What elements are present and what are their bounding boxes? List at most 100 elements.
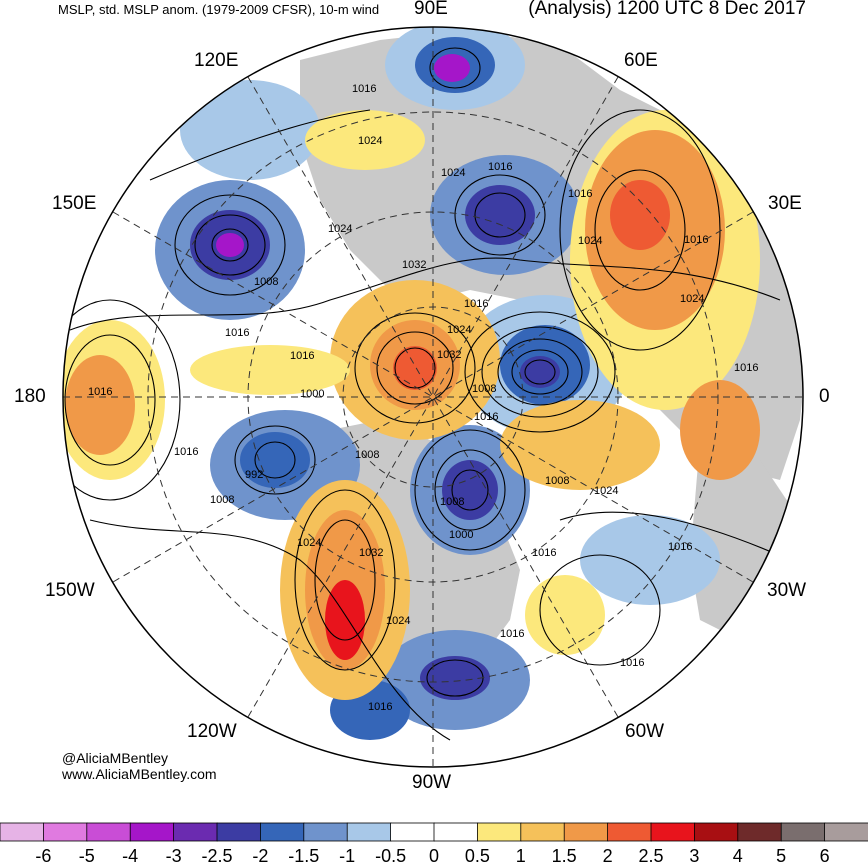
- map-title-right: (Analysis) 1200 UTC 8 Dec 2017: [528, 0, 806, 19]
- colorbar-swatch: [303, 822, 349, 842]
- colorbar-swatch: [607, 822, 652, 842]
- contour-label: 1024: [447, 324, 471, 336]
- map-boundary: [62, 26, 804, 768]
- contour-label: 1032: [437, 349, 461, 361]
- colorbar-tick-label: 1: [515, 846, 526, 866]
- contour-label: 1032: [402, 259, 426, 271]
- contour-label: 1016: [174, 446, 198, 458]
- lon-label-30w: 30W: [767, 580, 807, 601]
- contour-label: 1016: [620, 657, 644, 669]
- contour-label: 1024: [578, 235, 602, 247]
- colorbar-tick-label: -2: [252, 846, 269, 866]
- colorbar-swatch: [563, 822, 609, 842]
- polar-stereographic-map: 1016 1024 1016 1024 1016 1024 1016 1032 …: [62, 26, 804, 768]
- contour-label: 1008: [210, 494, 234, 506]
- colorbar-tick-label: 4: [732, 846, 743, 866]
- positive-anomaly-fills: [63, 110, 760, 700]
- colorbar-swatch: [216, 822, 262, 842]
- contour-label: 1016: [290, 350, 314, 362]
- colorbar-tick-label: 2: [602, 846, 613, 866]
- contour-label: 1016: [684, 234, 708, 246]
- lon-label-180: 180: [14, 386, 46, 407]
- contour-label: 1016: [734, 362, 758, 374]
- contour-label: 1016: [568, 188, 592, 200]
- contour-label: 1000: [449, 529, 473, 541]
- colorbar-tick-label: -2.5: [201, 846, 233, 866]
- map-title-left: MSLP, std. MSLP anom. (1979-2009 CFSR), …: [58, 2, 380, 17]
- contour-label: 1016: [500, 628, 524, 640]
- lon-label-60w: 60W: [625, 721, 665, 742]
- lon-label-90w: 90W: [412, 772, 452, 793]
- author-handle: @AliciaMBentley: [62, 750, 169, 766]
- lon-label-150e: 150E: [52, 193, 97, 214]
- contour-label: 1016: [88, 386, 112, 398]
- colorbar-tick-label: -3: [165, 846, 182, 866]
- contour-label: 1032: [359, 547, 383, 559]
- colorbar-swatch: [346, 822, 392, 842]
- contour-label: 1024: [297, 537, 321, 549]
- colorbar-swatch: [694, 822, 739, 842]
- contour-label: 1024: [680, 293, 704, 305]
- lon-label-0: 0: [819, 386, 830, 407]
- colorbar-tick-label: -1.5: [288, 846, 320, 866]
- colorbar-swatch: [476, 822, 522, 842]
- colorbar-swatch: [650, 822, 696, 842]
- contour-label: 1024: [594, 485, 618, 497]
- colorbar-tick-label: -5: [78, 846, 95, 866]
- colorbar-swatch: [0, 822, 45, 842]
- contour-label: 1016: [464, 298, 488, 310]
- contour-label: 1016: [225, 327, 249, 339]
- colorbar-tick-label: 1.5: [551, 846, 577, 866]
- contour-label: 1024: [358, 135, 382, 147]
- author-website: www.AliciaMBentley.com: [62, 766, 217, 782]
- colorbar-tick-label: 2.5: [638, 846, 664, 866]
- colorbar-swatch: [390, 822, 435, 842]
- contour-label: 1016: [352, 83, 376, 95]
- colorbar-swatch: [129, 822, 175, 842]
- lon-label-90e: 90E: [414, 0, 448, 19]
- colorbar-tick-label: 0.5: [464, 846, 490, 866]
- contour-label: 1000: [300, 388, 324, 400]
- colorbar-tick-label: -0.5: [375, 846, 407, 866]
- colorbar-tick-label: -6: [35, 846, 52, 866]
- map-disc: [63, 27, 803, 767]
- colorbar-swatch: [824, 822, 868, 842]
- lon-label-60e: 60E: [624, 50, 658, 71]
- contour-label: 1024: [441, 167, 465, 179]
- colorbar-tick-label: -1: [339, 846, 356, 866]
- contour-label: 1008: [440, 496, 464, 508]
- colorbar-swatch: [86, 822, 132, 842]
- contour-label: 1024: [328, 223, 352, 235]
- contour-label: 1008: [545, 475, 569, 487]
- colorbar-tick-label: 5: [776, 846, 787, 866]
- colorbar-swatch: [173, 822, 218, 842]
- contour-label: 992: [245, 469, 263, 481]
- contour-label: 1016: [668, 541, 692, 553]
- contour-label: 1016: [532, 547, 556, 559]
- colorbar-tick-label: 6: [819, 846, 830, 866]
- colorbar-swatch: [780, 822, 826, 842]
- contour-label: 1008: [355, 449, 379, 461]
- colorbar-swatch: [520, 822, 566, 842]
- contour-label: 1024: [386, 615, 410, 627]
- colorbar-swatch: [259, 822, 305, 842]
- contour-label: 1016: [488, 161, 512, 173]
- anomaly-colorbar: [0, 822, 868, 842]
- colorbar-tick-label: -4: [122, 846, 139, 866]
- contour-label: 1008: [254, 276, 278, 288]
- isobar-contours: [63, 47, 791, 741]
- lon-label-30e: 30E: [768, 193, 802, 214]
- colorbar-tick-label: 3: [689, 846, 700, 866]
- colorbar-swatch: [433, 822, 479, 842]
- contour-label: 1016: [474, 411, 498, 423]
- contour-label: 1016: [368, 701, 392, 713]
- colorbar-swatch: [43, 822, 88, 842]
- graticule: [63, 27, 803, 767]
- contour-label: 1008: [472, 383, 496, 395]
- colorbar-swatch: [737, 822, 783, 842]
- lon-label-150w: 150W: [45, 580, 95, 601]
- lon-label-120e: 120E: [194, 50, 239, 71]
- colorbar-tick-label: 0: [428, 846, 440, 866]
- lon-label-120w: 120W: [187, 721, 237, 742]
- pressure-contour-labels: 1016 1024 1016 1024 1016 1024 1016 1032 …: [88, 83, 758, 713]
